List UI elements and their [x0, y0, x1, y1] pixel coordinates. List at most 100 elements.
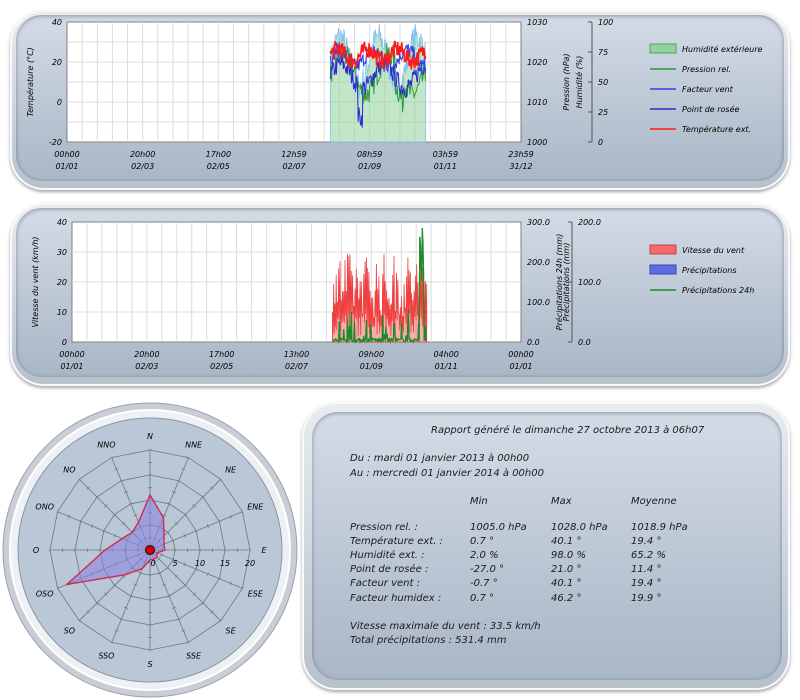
left-axis-tick-label: 0	[62, 338, 67, 347]
report-header-min: Min	[470, 496, 488, 507]
report-panel-inner	[312, 412, 782, 680]
left-axis-tick-label: 40	[57, 218, 67, 227]
rose-tick	[133, 583, 138, 586]
rose-tick	[109, 456, 114, 459]
report-row-max: 1028.0 hPa	[551, 522, 608, 533]
rose-tick	[112, 583, 117, 588]
legend-swatch	[649, 244, 677, 255]
rose-tick	[210, 486, 214, 490]
rose-direction-label: NO	[63, 465, 75, 474]
rose-tick	[219, 619, 223, 623]
secondary-axis-tick-label: 75	[598, 48, 608, 57]
x-axis-tick-label: 02/03	[131, 162, 154, 171]
report-to: Au : mercredi 01 janvier 2014 à 00h00	[350, 468, 544, 479]
x-axis-tick-label: 00h00	[59, 350, 84, 359]
rose-tick	[219, 477, 223, 481]
rose-direction-label: SE	[226, 627, 237, 636]
secondary-axis-tick-label: 200.0	[578, 218, 601, 227]
report-row-label: Humidité ext. :	[350, 550, 425, 561]
x-axis-tick-label: 02/07	[285, 362, 309, 371]
x-axis-tick-label: 23h59	[508, 150, 533, 159]
rose-tick	[114, 629, 119, 632]
rose-tick	[171, 606, 176, 609]
rose-tick	[183, 583, 188, 588]
left-axis-tick-label: 40	[52, 18, 62, 27]
rose-direction-label: OSO	[36, 590, 54, 599]
right-axis-tick-label: 200.0	[527, 258, 550, 267]
rose-tick	[201, 495, 205, 499]
legend-item: Précipitations	[682, 265, 737, 275]
rose-tick	[229, 581, 232, 586]
secondary-axis-tick-label: 0	[598, 138, 603, 147]
x-axis-tick-label: 01/01	[509, 362, 532, 371]
rose-tick	[121, 521, 126, 526]
report-row-max: 21.0 °	[551, 564, 582, 575]
report-row-label: Pression rel. :	[350, 522, 418, 533]
rose-tick	[171, 491, 176, 494]
rose-tick	[181, 468, 186, 471]
left-axis-tick-label: 0	[57, 98, 62, 107]
rose-tick	[186, 456, 191, 459]
rose-direction-label: ESE	[248, 590, 264, 599]
report-row-max: 40.1 °	[551, 536, 582, 547]
secondary-axis-label: Précipitations 24h (mm)	[554, 234, 564, 331]
report-row-mean: 11.4 °	[631, 564, 662, 575]
left-axis-tick-label: 20	[52, 58, 62, 67]
rose-tick	[167, 595, 172, 598]
rose-direction-label: NE	[225, 465, 237, 474]
rose-data-polygon	[64, 493, 166, 586]
report-row-mean: 19.4 °	[631, 578, 662, 589]
legend-swatch	[649, 264, 677, 275]
rose-tick	[124, 491, 129, 494]
rose-tick	[160, 552, 163, 557]
rose-tick	[186, 641, 191, 644]
rose-tick	[91, 524, 94, 529]
rose-tick	[183, 562, 186, 567]
report-row-mean: 65.2 %	[631, 550, 666, 561]
left-axis-label: Température (°C)	[25, 47, 35, 117]
right-axis-tick-label: 300.0	[527, 218, 550, 227]
rose-tick	[114, 468, 119, 471]
rose-tick	[181, 629, 186, 632]
rose-tick	[79, 519, 82, 524]
rose-tick	[192, 592, 196, 596]
rose-radial-label: 10	[195, 559, 205, 568]
report-row-min: 0.7 °	[470, 536, 495, 547]
legend-item: Température ext.	[682, 124, 751, 134]
rose-tick	[95, 601, 99, 605]
x-axis-tick-label: 02/07	[282, 162, 306, 171]
rose-tick	[133, 514, 138, 517]
rose-tick	[119, 479, 124, 482]
report-row-min: -27.0 °	[470, 564, 505, 575]
x-axis-tick-label: 20h00	[130, 150, 155, 159]
report-row-mean: 1018.9 hPa	[631, 522, 688, 533]
report-row-label: Température ext. :	[350, 536, 443, 547]
rose-tick	[124, 606, 129, 609]
x-axis-tick-label: 03h59	[433, 150, 458, 159]
rose-tick	[109, 641, 114, 644]
rose-tick	[195, 567, 198, 572]
rose-tick	[171, 557, 175, 562]
rose-direction-label: ENE	[247, 502, 264, 511]
rose-tick	[128, 595, 133, 598]
rose-tick	[192, 504, 196, 508]
right-axis-label: Pression (hPa)	[562, 53, 571, 110]
rose-tick	[241, 509, 244, 514]
report-row-label: Facteur vent :	[350, 578, 420, 589]
secondary-axis-tick-label: 100.0	[578, 278, 601, 287]
rose-tick	[152, 560, 157, 563]
x-axis-tick-label: 09h00	[359, 350, 384, 359]
rose-tick	[176, 618, 181, 621]
legend-item: Précipitations 24h	[682, 285, 754, 295]
rain-24h-line	[332, 227, 427, 345]
x-axis-tick-label: 17h00	[206, 150, 231, 159]
temperature-line	[329, 40, 427, 70]
rose-radial-label: 15	[220, 559, 230, 568]
wind-rose: N NNE NE ENE E ESE SE SSE S SSO SO OSO O ONO NO NNO 0 5 10…	[2, 402, 298, 698]
right-axis-tick-label: 1030	[527, 18, 547, 27]
secondary-axis-tick-label: 0.0	[578, 338, 591, 347]
rose-tick	[162, 583, 167, 586]
rose-tick	[95, 495, 99, 499]
report-row-max: 98.0 %	[551, 550, 586, 561]
